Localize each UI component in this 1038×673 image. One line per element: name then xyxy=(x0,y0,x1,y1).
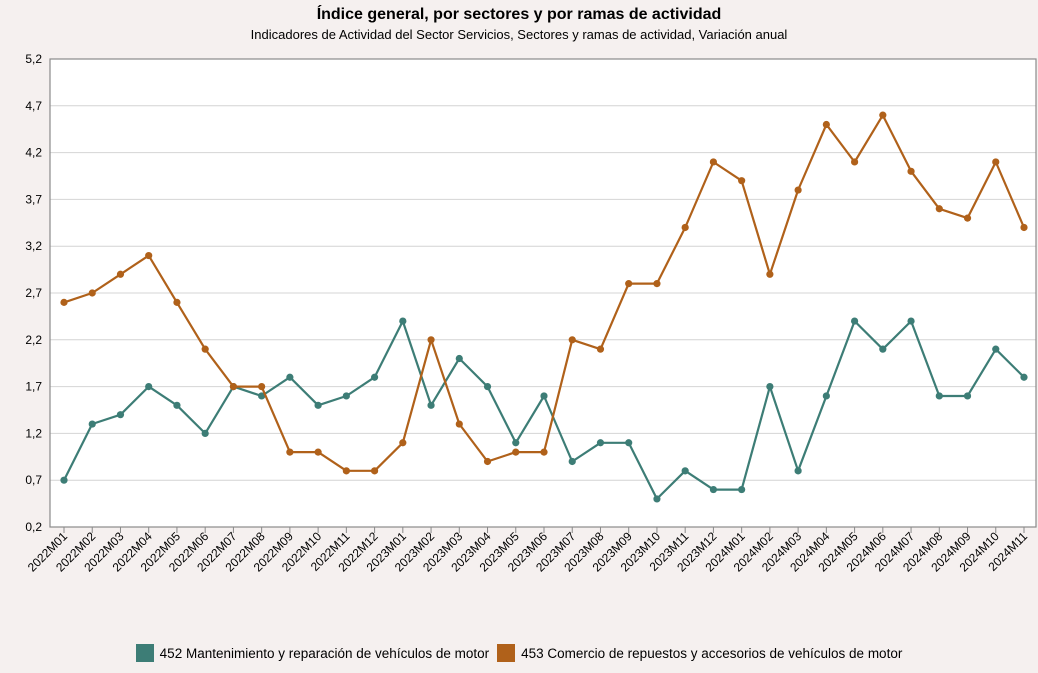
data-point xyxy=(596,439,605,447)
data-point xyxy=(596,345,605,353)
y-tick-label: 3,2 xyxy=(25,239,42,253)
legend-item-453[interactable]: 453 Comercio de repuestos y accesorios d… xyxy=(497,644,902,662)
data-point xyxy=(568,457,576,466)
data-point xyxy=(173,298,181,306)
data-point xyxy=(992,158,1000,166)
chart-subtitle: Indicadores de Actividad del Sector Serv… xyxy=(250,27,788,42)
data-point xyxy=(935,205,943,213)
y-tick-label: 1,2 xyxy=(25,426,42,440)
data-point xyxy=(60,476,68,484)
data-point xyxy=(201,429,209,437)
data-point xyxy=(370,373,379,381)
data-point xyxy=(794,186,802,194)
data-point xyxy=(370,467,379,475)
data-point xyxy=(314,448,322,456)
data-point xyxy=(653,280,661,288)
data-point xyxy=(963,214,972,222)
data-point xyxy=(258,392,266,400)
data-point xyxy=(483,457,492,466)
data-point xyxy=(229,383,238,391)
data-point xyxy=(625,439,633,447)
y-tick-label: 1,7 xyxy=(25,380,42,394)
y-tick-label: 2,7 xyxy=(25,286,42,300)
legend-swatch-452 xyxy=(135,644,154,662)
data-point xyxy=(850,317,859,325)
data-point xyxy=(794,467,802,475)
data-point xyxy=(455,420,463,428)
data-point xyxy=(342,392,350,400)
data-point xyxy=(88,289,96,297)
data-point xyxy=(738,177,746,185)
data-point xyxy=(822,120,830,129)
data-point xyxy=(879,111,887,119)
data-point xyxy=(992,345,1000,353)
data-point xyxy=(850,158,859,166)
data-point xyxy=(116,411,125,419)
data-point xyxy=(455,354,463,363)
data-point xyxy=(314,401,322,409)
data-point xyxy=(483,383,492,391)
data-point xyxy=(512,448,520,456)
data-point xyxy=(738,485,746,494)
data-point xyxy=(1020,223,1028,232)
data-point xyxy=(766,383,774,391)
series-group xyxy=(60,111,1028,503)
data-point xyxy=(427,336,435,344)
data-point xyxy=(907,317,915,325)
data-point xyxy=(88,420,96,428)
legend-label-453: 453 Comercio de repuestos y accesorios d… xyxy=(521,645,903,661)
data-point xyxy=(399,439,407,447)
data-point xyxy=(145,383,153,391)
data-point xyxy=(540,448,548,456)
data-point xyxy=(625,280,633,288)
data-point xyxy=(907,167,915,175)
data-point xyxy=(145,251,153,260)
data-point xyxy=(822,392,830,400)
legend-item-452[interactable]: 452 Mantenimiento y reparación de vehícu… xyxy=(135,644,490,662)
data-point xyxy=(286,448,294,456)
series-0 xyxy=(60,317,1028,503)
series-1 xyxy=(60,111,1028,475)
data-point xyxy=(935,392,943,400)
data-point xyxy=(1020,373,1028,381)
data-point xyxy=(201,345,209,353)
data-point xyxy=(60,298,68,306)
data-point xyxy=(512,439,520,447)
data-point xyxy=(342,467,350,475)
chart-title: Índice general, por sectores y por ramas… xyxy=(316,6,722,23)
data-point xyxy=(116,270,125,278)
data-point xyxy=(427,401,435,409)
data-point xyxy=(963,392,972,400)
data-point xyxy=(540,392,548,400)
data-point xyxy=(709,485,718,494)
legend-label-452: 452 Mantenimiento y reparación de vehícu… xyxy=(159,645,490,661)
data-point xyxy=(653,495,661,503)
y-tick-label: 4,7 xyxy=(25,99,42,113)
data-point xyxy=(399,317,407,325)
y-tick-label: 5,2 xyxy=(25,52,42,66)
legend-swatch-453 xyxy=(497,644,516,662)
plot-border xyxy=(49,58,1037,528)
data-point xyxy=(681,467,689,475)
data-point xyxy=(286,373,294,381)
data-point xyxy=(173,401,181,409)
data-point xyxy=(258,383,266,391)
data-point xyxy=(568,336,576,344)
legend: 452 Mantenimiento y reparación de vehícu… xyxy=(0,644,1038,662)
y-tick-label: 0,2 xyxy=(25,520,42,534)
y-tick-label: 0,7 xyxy=(25,473,42,487)
data-point xyxy=(681,223,689,232)
grid-lines xyxy=(50,58,1036,528)
data-point xyxy=(879,345,887,353)
y-tick-label: 3,7 xyxy=(25,192,42,206)
y-tick-label: 2,2 xyxy=(25,333,42,347)
data-point xyxy=(766,270,774,278)
data-point xyxy=(709,158,718,166)
y-tick-label: 4,2 xyxy=(25,146,42,160)
